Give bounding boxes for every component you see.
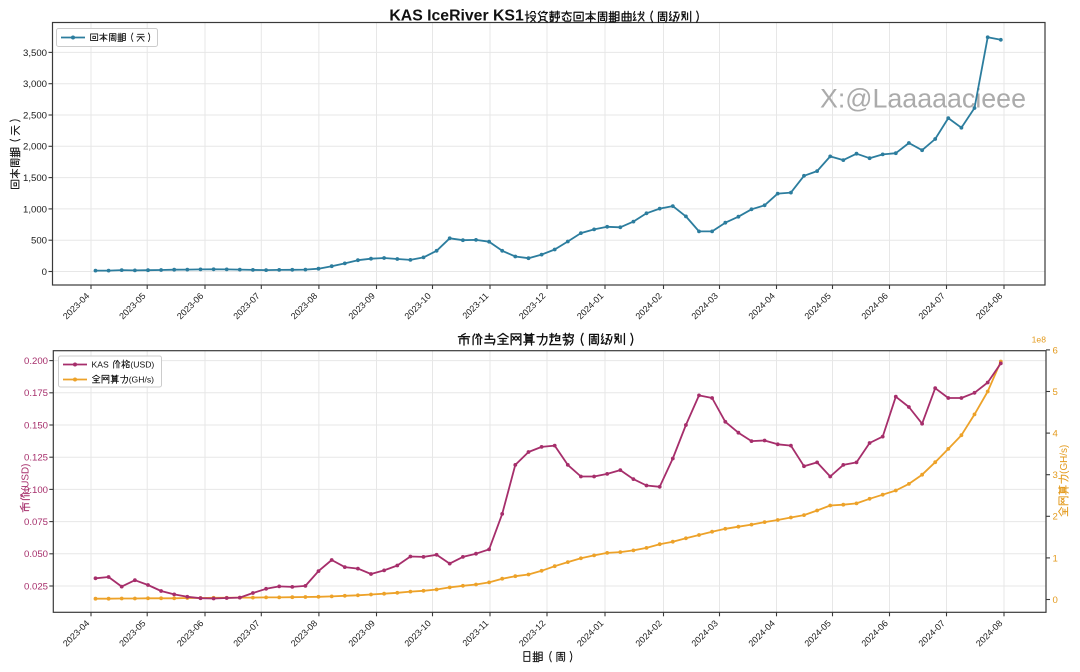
svg-text:(USD): (USD) [21,464,32,491]
svg-text:(GH/s): (GH/s) [1059,445,1070,474]
svg-text:0: 0 [42,267,47,278]
svg-text:X:@Laaaaacieee: X:@Laaaaacieee [820,84,1026,114]
svg-text:2,500: 2,500 [23,110,47,121]
svg-text:6: 6 [1053,345,1058,356]
svg-text:0: 0 [1053,595,1058,606]
svg-text:1,000: 1,000 [23,204,47,215]
svg-text:(GH/s): (GH/s) [129,374,154,384]
svg-text:0.025: 0.025 [24,581,48,592]
svg-text:4: 4 [1053,429,1059,440]
svg-text:500: 500 [31,236,47,247]
svg-text:1e8: 1e8 [1032,335,1047,345]
svg-text:5: 5 [1053,387,1058,398]
svg-text:KAS: KAS [92,359,109,369]
svg-text:2,000: 2,000 [23,142,47,153]
svg-text:0.050: 0.050 [24,549,48,560]
svg-text:3,500: 3,500 [23,48,47,59]
svg-text:2: 2 [1053,512,1058,523]
svg-text:0.100: 0.100 [24,485,48,496]
svg-text:0.150: 0.150 [24,420,48,431]
svg-text:(USD): (USD) [130,359,154,369]
svg-text:0.200: 0.200 [24,356,48,367]
svg-text:1,500: 1,500 [23,173,47,184]
svg-text:0.175: 0.175 [24,388,48,399]
svg-text:3: 3 [1053,470,1058,481]
svg-text:0.125: 0.125 [24,453,48,464]
svg-text:1: 1 [1053,553,1058,564]
svg-text:3,000: 3,000 [23,79,47,90]
svg-text:KAS IceRiver KS1: KAS IceRiver KS1 [389,8,524,25]
svg-text:0.075: 0.075 [24,517,48,528]
